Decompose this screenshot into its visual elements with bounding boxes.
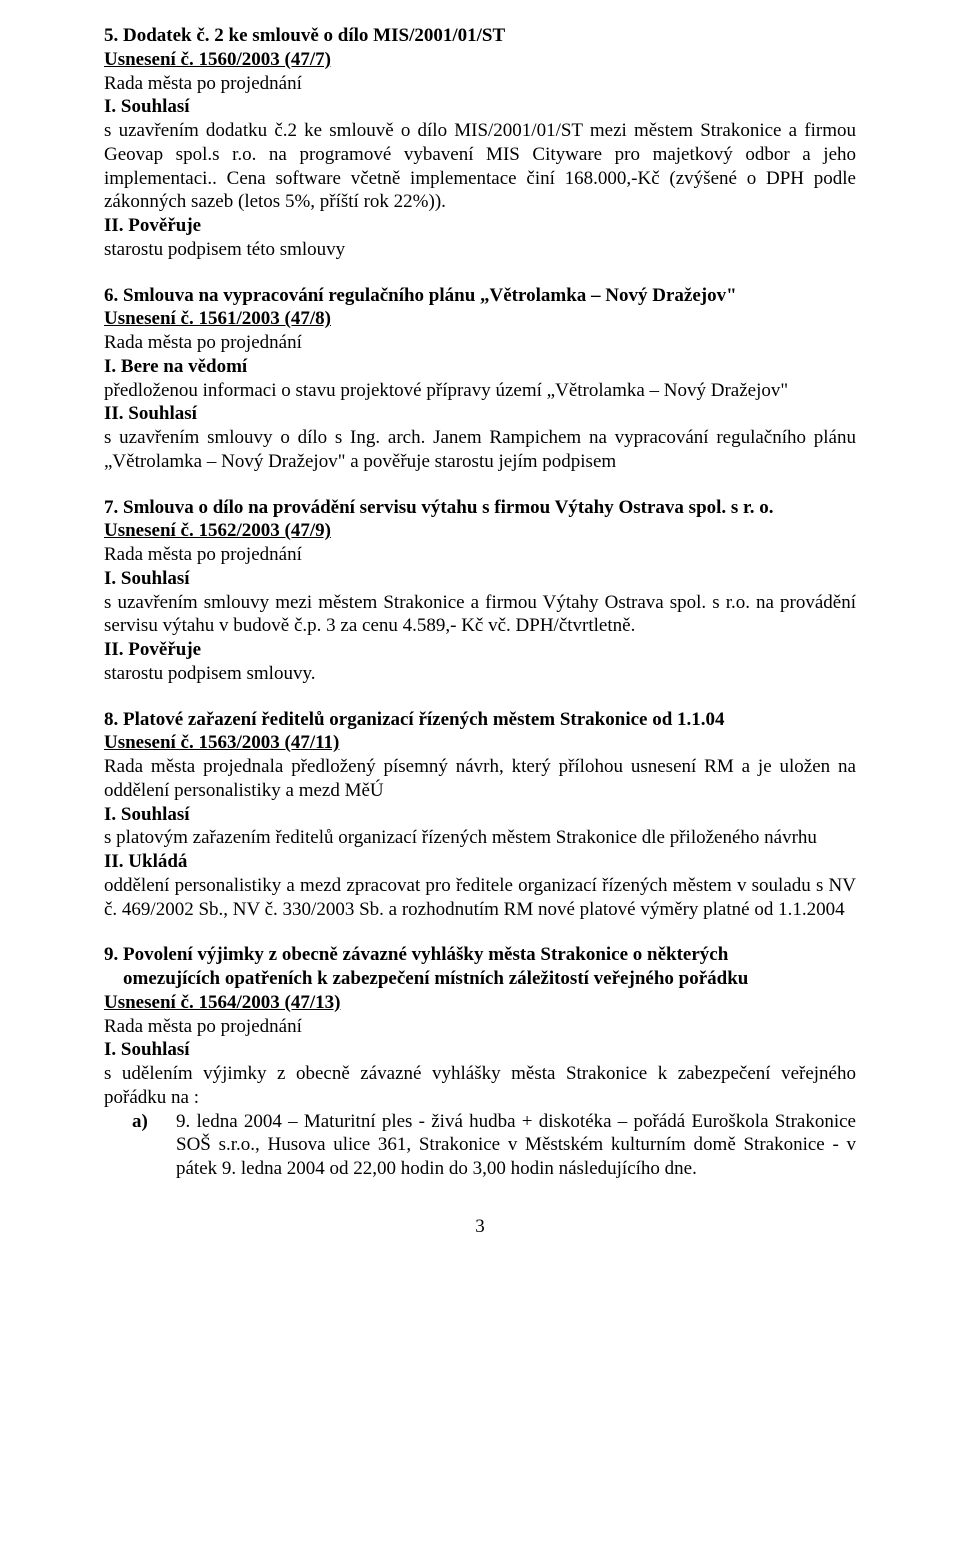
section-7-title: 7. Smlouva o dílo na provádění servisu v…: [104, 496, 856, 520]
section-6-notes-heading: I. Bere na vědomí: [104, 355, 856, 379]
section-9-agrees-body: s udělením výjimky z obecně závazné vyhl…: [104, 1062, 856, 1110]
section-9-council-line: Rada města po projednání: [104, 1015, 856, 1039]
section-9-title-line1: 9. Povolení výjimky z obecně závazné vyh…: [104, 943, 856, 967]
section-8-imposes-body: oddělení personalistiky a mezd zpracovat…: [104, 874, 856, 922]
section-8-agrees-body: s platovým zařazením ředitelů organizací…: [104, 826, 856, 850]
section-5: 5. Dodatek č. 2 ke smlouvě o dílo MIS/20…: [104, 24, 856, 262]
section-6-notes-body: předloženou informaci o stavu projektové…: [104, 379, 856, 403]
section-8: 8. Platové zařazení ředitelů organizací …: [104, 708, 856, 922]
section-9: 9. Povolení výjimky z obecně závazné vyh…: [104, 943, 856, 1181]
section-8-imposes-heading: II. Ukládá: [104, 850, 856, 874]
section-7-resolution: Usnesení č. 1562/2003 (47/9): [104, 519, 856, 543]
section-6-agrees-body: s uzavřením smlouvy o dílo s Ing. arch. …: [104, 426, 856, 474]
section-6-title: 6. Smlouva na vypracování regulačního pl…: [104, 284, 856, 308]
document-page: 5. Dodatek č. 2 ke smlouvě o dílo MIS/20…: [0, 0, 960, 1279]
list-marker-a: a): [104, 1110, 176, 1181]
section-9-title-line2: omezujících opatřeních k zabezpečení mís…: [104, 967, 856, 991]
section-8-resolution: Usnesení č. 1563/2003 (47/11): [104, 731, 856, 755]
section-6-resolution: Usnesení č. 1561/2003 (47/8): [104, 307, 856, 331]
page-number: 3: [104, 1215, 856, 1239]
section-6-council-line: Rada města po projednání: [104, 331, 856, 355]
section-5-council-line: Rada města po projednání: [104, 72, 856, 96]
section-5-agrees-body: s uzavřením dodatku č.2 ke smlouvě o díl…: [104, 119, 856, 214]
section-5-title: 5. Dodatek č. 2 ke smlouvě o dílo MIS/20…: [104, 24, 856, 48]
section-7-council-line: Rada města po projednání: [104, 543, 856, 567]
section-9-resolution: Usnesení č. 1564/2003 (47/13): [104, 991, 856, 1015]
section-8-agrees-heading: I. Souhlasí: [104, 803, 856, 827]
section-5-authorizes-heading: II. Pověřuje: [104, 214, 856, 238]
section-7-agrees-heading: I. Souhlasí: [104, 567, 856, 591]
section-7-agrees-body: s uzavřením smlouvy mezi městem Strakoni…: [104, 591, 856, 639]
section-8-council-line: Rada města projednala předložený písemný…: [104, 755, 856, 803]
section-9-item-a-text: 9. ledna 2004 – Maturitní ples - živá hu…: [176, 1110, 856, 1181]
section-5-agrees-heading: I. Souhlasí: [104, 95, 856, 119]
section-7-authorizes-body: starostu podpisem smlouvy.: [104, 662, 856, 686]
section-7: 7. Smlouva o dílo na provádění servisu v…: [104, 496, 856, 686]
section-9-agrees-heading: I. Souhlasí: [104, 1038, 856, 1062]
section-6: 6. Smlouva na vypracování regulačního pl…: [104, 284, 856, 474]
section-6-agrees-heading: II. Souhlasí: [104, 402, 856, 426]
section-9-item-a: a) 9. ledna 2004 – Maturitní ples - živá…: [104, 1110, 856, 1181]
section-7-authorizes-heading: II. Pověřuje: [104, 638, 856, 662]
section-5-authorizes-body: starostu podpisem této smlouvy: [104, 238, 856, 262]
section-5-resolution: Usnesení č. 1560/2003 (47/7): [104, 48, 856, 72]
section-8-title: 8. Platové zařazení ředitelů organizací …: [104, 708, 856, 732]
